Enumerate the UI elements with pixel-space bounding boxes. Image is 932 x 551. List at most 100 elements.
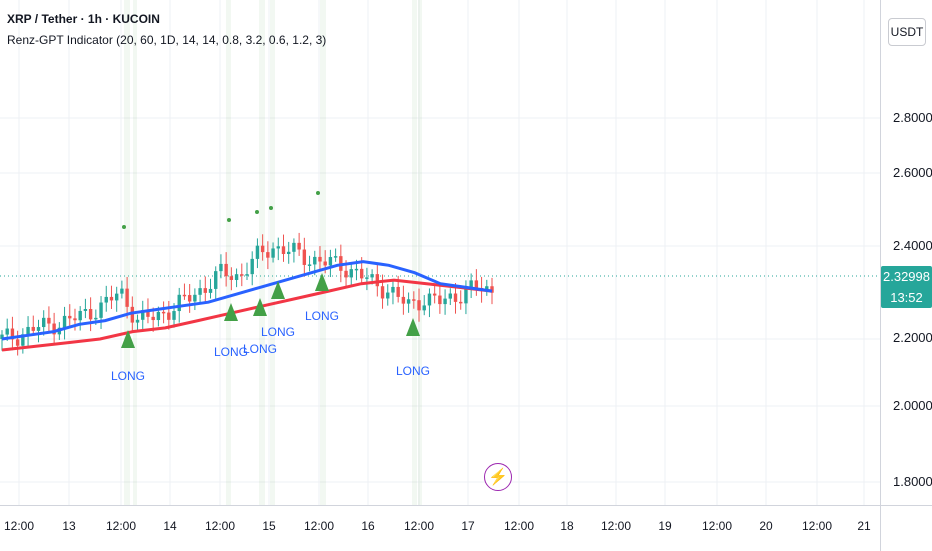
grid xyxy=(0,0,880,505)
candle-body xyxy=(135,319,140,323)
symbol-title[interactable]: XRP / Tether · 1h · KUCOIN xyxy=(7,12,160,26)
time-tick: 12:00 xyxy=(403,519,435,533)
long-label: LONG xyxy=(242,342,278,356)
candle-body xyxy=(250,258,254,275)
candle-body xyxy=(146,310,150,317)
price-tick: 2.80000 xyxy=(893,110,932,125)
candle-body xyxy=(172,311,176,320)
time-tick: 19 xyxy=(658,519,672,533)
time-tick: 15 xyxy=(262,519,276,533)
long-label: LONG xyxy=(213,345,249,359)
candle-body xyxy=(182,294,187,297)
candle-body xyxy=(229,276,234,280)
candle-body xyxy=(365,277,369,279)
candle-body xyxy=(47,317,51,324)
candle-body xyxy=(401,296,406,304)
candle-body xyxy=(26,326,30,335)
time-tick: 12:00 xyxy=(600,519,632,533)
candle-body xyxy=(245,274,249,276)
candle-body xyxy=(359,268,364,279)
currency-button[interactable]: USDT xyxy=(888,18,926,46)
candle-body xyxy=(187,295,192,302)
price-chart[interactable] xyxy=(0,0,880,505)
time-tick: 21 xyxy=(857,519,871,533)
time-axis[interactable] xyxy=(0,505,880,551)
candle-body xyxy=(141,310,145,320)
price-axis[interactable] xyxy=(880,0,932,505)
chart-area[interactable]: XRP / Tether · 1h · KUCOIN Renz-GPT Indi… xyxy=(0,0,880,505)
time-tick: 12:00 xyxy=(801,519,833,533)
signal-dots xyxy=(122,191,320,229)
candle-body xyxy=(396,286,400,297)
candle-body xyxy=(276,246,280,249)
candle-body xyxy=(120,288,124,294)
candle-body xyxy=(167,312,171,320)
candle-body xyxy=(42,317,46,328)
candle-body xyxy=(114,293,119,301)
candle-body xyxy=(5,328,9,335)
signal-dot xyxy=(255,210,259,214)
candle-body xyxy=(490,286,494,293)
candle-body xyxy=(307,264,312,266)
candle-body xyxy=(386,292,390,299)
price-tick: 2.60000 xyxy=(893,165,932,180)
candle-body xyxy=(15,339,20,346)
candle-body xyxy=(271,248,275,258)
candle-body xyxy=(448,293,452,299)
candle-body xyxy=(203,288,207,293)
signal-highlight-band xyxy=(259,0,265,505)
signal-highlight-band xyxy=(412,0,417,505)
candle-body xyxy=(219,263,223,272)
long-label: LONG xyxy=(260,325,296,339)
candle-body xyxy=(109,296,114,301)
candle-body xyxy=(36,327,41,331)
candle-body xyxy=(302,249,307,265)
candle-body xyxy=(104,296,108,303)
bar-countdown: 13:52 xyxy=(881,288,932,308)
candle-body xyxy=(68,315,72,319)
candle-body xyxy=(260,245,265,253)
candle-body xyxy=(459,301,463,304)
time-tick: 12:00 xyxy=(105,519,137,533)
candle-body xyxy=(94,317,98,320)
candle-body xyxy=(177,294,181,312)
signal-dot xyxy=(122,225,126,229)
candle-body xyxy=(333,256,338,258)
signal-highlight-band xyxy=(133,0,137,505)
candle-body xyxy=(281,246,286,255)
candle-body xyxy=(432,293,437,296)
candle-body xyxy=(208,288,213,293)
time-tick: 18 xyxy=(560,519,574,533)
signal-highlight-band xyxy=(226,0,231,505)
signal-highlight-band xyxy=(124,0,130,505)
candle-body xyxy=(292,242,296,252)
candle-body xyxy=(349,269,353,278)
time-tick: 17 xyxy=(461,519,475,533)
candle-body xyxy=(453,293,458,302)
time-tick: 13 xyxy=(62,519,76,533)
candle-body xyxy=(297,242,301,250)
candle-body xyxy=(422,305,426,311)
candle-body xyxy=(31,326,35,331)
price-tick: 2.20000 xyxy=(893,330,932,345)
candle-body xyxy=(318,256,322,262)
candle-body xyxy=(214,271,218,289)
lightning-icon[interactable]: ⚡ xyxy=(484,463,512,491)
time-tick: 12:00 xyxy=(204,519,236,533)
indicator-legend[interactable]: Renz-GPT Indicator (20, 60, 1D, 14, 14, … xyxy=(7,33,327,47)
time-tick: 12:00 xyxy=(303,519,335,533)
long-arrow-icon xyxy=(406,318,420,336)
candle-body xyxy=(370,274,374,278)
long-label: LONG xyxy=(395,364,431,378)
candle-body xyxy=(344,270,348,278)
candle-body xyxy=(198,288,202,295)
candle-body xyxy=(412,299,416,301)
candle-body xyxy=(323,261,327,266)
candle-body xyxy=(485,286,489,292)
candle-body xyxy=(406,299,411,304)
long-arrow-icon xyxy=(224,303,238,321)
signal-dot xyxy=(269,206,273,210)
price-tick: 2.40000 xyxy=(893,238,932,253)
time-tick: 14 xyxy=(163,519,177,533)
candle-body xyxy=(156,311,161,321)
